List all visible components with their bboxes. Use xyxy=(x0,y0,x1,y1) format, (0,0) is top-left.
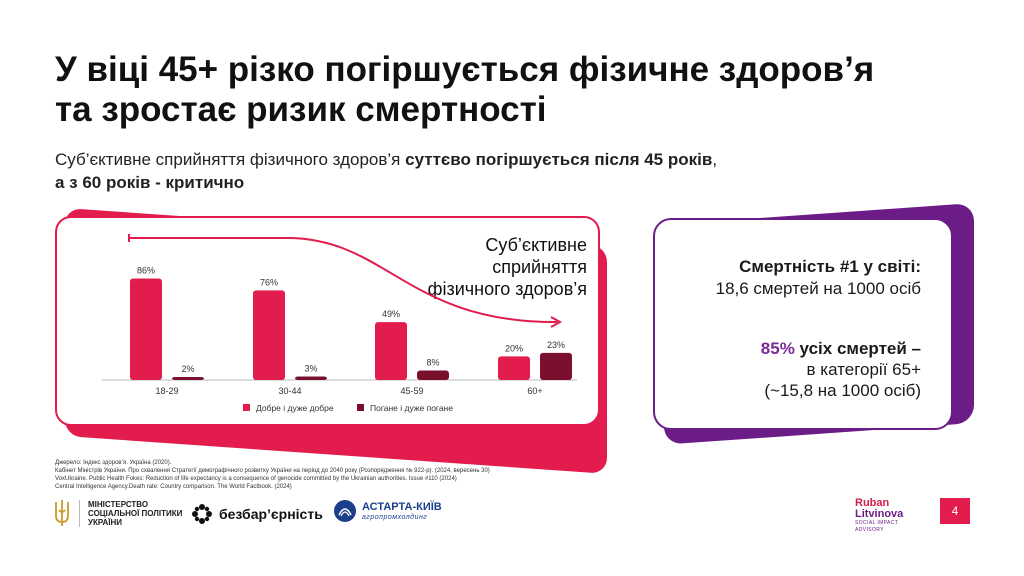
subtitle-comma: , xyxy=(712,150,718,169)
data-label: 8% xyxy=(426,358,439,368)
ministry-line-1: МІНІСТЕРСТВО xyxy=(88,499,149,509)
astarta-subtitle: агропромхолдинг xyxy=(362,513,428,521)
ministry-line-3: УКРАЇНИ xyxy=(88,517,123,527)
deaths-share-rate: (~15,8 на 1000 осіб) xyxy=(764,381,921,400)
chart-title: Суб’єктивне сприйняття фізичного здоров’… xyxy=(387,234,587,300)
source-line: Central Intelligence Agency.Death rate: … xyxy=(55,484,292,490)
trend-arrow-line xyxy=(129,237,558,324)
astarta-emblem-icon xyxy=(334,500,356,522)
data-label: 3% xyxy=(304,363,317,373)
ministry-name: МІНІСТЕРСТВО СОЦІАЛЬНОЇ ПОЛІТИКИ УКРАЇНИ xyxy=(79,499,183,527)
dots-flower-icon xyxy=(192,504,212,524)
data-label: 86% xyxy=(137,266,155,276)
footer-logos: МІНІСТЕРСТВО СОЦІАЛЬНОЇ ПОЛІТИКИ УКРАЇНИ… xyxy=(0,495,1024,535)
rl-line-2: Litvinova xyxy=(855,508,904,520)
bezbarernist-logo: безбар’єрність xyxy=(191,503,323,525)
chart-card: Суб’єктивне сприйняття фізичного здоров’… xyxy=(55,216,600,426)
legend-swatch xyxy=(357,404,364,411)
data-label: 23% xyxy=(547,340,565,350)
subtitle-bold-2: а з 60 років - критично xyxy=(55,173,245,192)
bar xyxy=(253,290,285,380)
stats-card: Смертність #1 у світі: 18,6 смертей на 1… xyxy=(653,218,953,430)
deaths-share-stat: 85% усіх смертей – в категорії 65+ (~15,… xyxy=(761,338,921,401)
slide-title: У віці 45+ різко погіршується фізичне зд… xyxy=(55,50,955,130)
bar xyxy=(172,377,204,380)
page-number: 4 xyxy=(940,498,970,524)
sources-footnote: Джерело: Індекс здоров’я. Україна (2020)… xyxy=(55,459,655,491)
bar-chart: 86% 2% 18-29 76% 3% 30-44 49% 8% 45-59 20% 23% 60+ Д… xyxy=(102,234,577,413)
ministry-line-2: СОЦІАЛЬНОЇ ПОЛІТИКИ xyxy=(88,508,183,518)
data-label: 20% xyxy=(505,343,523,353)
bar xyxy=(540,352,572,380)
data-label: 49% xyxy=(382,309,400,319)
deaths-share-label: усіх смертей – xyxy=(794,339,921,358)
bar xyxy=(375,322,407,380)
bar xyxy=(417,370,449,380)
rl-tagline: SOCIAL IMPACT ADVISORY xyxy=(855,520,899,533)
trend-arrow-head xyxy=(550,316,563,328)
subtitle-text-1: Суб’єктивне сприйняття фізичного здоров’… xyxy=(55,150,406,169)
astarta-logo: АСТАРТА-КИЇВ агропромхолдинг xyxy=(333,499,442,523)
legend-label: Погане і дуже погане xyxy=(370,403,453,413)
subtitle-bold-1: суттєво погіршується після 45 років xyxy=(405,150,713,169)
source-line: Кабінет Міністрів України. Про схвалення… xyxy=(55,468,490,474)
chart-title-line-1: Суб’єктивне сприйняття xyxy=(485,235,587,277)
source-line: Джерело: Індекс здоров’я. Україна (2020)… xyxy=(55,460,172,466)
legend-swatch xyxy=(243,404,250,411)
data-label: 76% xyxy=(260,277,278,287)
ruban-litvinova-logo: Ruban Litvinova SOCIAL IMPACT ADVISORY xyxy=(855,498,925,534)
legend-label: Добре і дуже добре xyxy=(256,403,334,413)
title-line-2: та зростає ризик смертності xyxy=(55,90,547,129)
title-line-1: У віці 45+ різко погіршується фізичне зд… xyxy=(55,50,875,89)
bar xyxy=(295,376,327,380)
chart-title-line-2: фізичного здоров’я xyxy=(427,279,587,299)
astarta-name: АСТАРТА-КИЇВ xyxy=(362,500,442,513)
source-line: VoxUkraine. Public Health Fokes: Reducti… xyxy=(55,476,457,482)
bezbarernist-name: безбар’єрність xyxy=(219,506,323,522)
category-label: 18-29 xyxy=(155,386,178,396)
deaths-share-category: в категорії 65+ xyxy=(806,360,922,379)
rl-line-1: Ruban xyxy=(855,497,890,509)
deaths-share-percent: 85% xyxy=(760,339,795,358)
mortality-value: 18,6 смертей на 1000 осіб xyxy=(715,279,921,298)
category-label: 60+ xyxy=(527,386,542,396)
mortality-stat: Смертність #1 у світі: 18,6 смертей на 1… xyxy=(716,256,921,300)
mortality-heading: Смертність #1 у світі: xyxy=(739,257,921,276)
bar xyxy=(498,356,530,380)
trident-icon xyxy=(55,500,69,526)
data-label: 2% xyxy=(181,364,194,374)
category-label: 30-44 xyxy=(278,386,301,396)
ministry-logo: МІНІСТЕРСТВО СОЦІАЛЬНОЇ ПОЛІТИКИ УКРАЇНИ xyxy=(53,498,182,528)
bar xyxy=(130,278,162,380)
category-label: 45-59 xyxy=(400,386,423,396)
slide-subtitle: Суб’єктивне сприйняття фізичного здоров’… xyxy=(55,148,855,194)
